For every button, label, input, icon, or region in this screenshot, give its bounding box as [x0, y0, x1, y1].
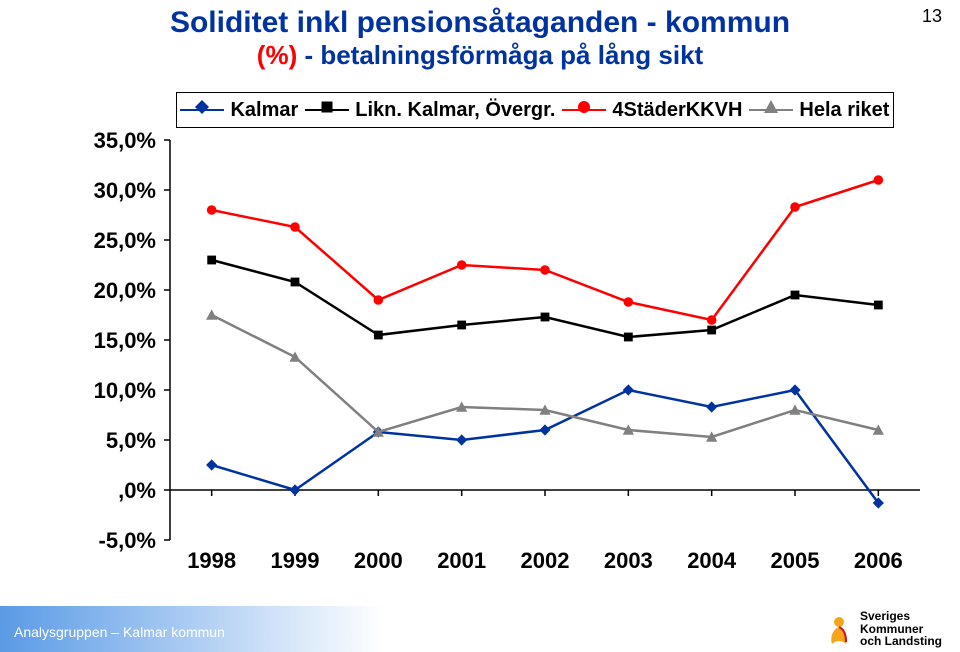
- legend-marker: [574, 97, 594, 123]
- svg-text:2003: 2003: [604, 548, 653, 573]
- legend-label: 4StäderKKVH: [612, 99, 742, 122]
- page-root: 13 Soliditet inkl pensionsåtaganden - ko…: [0, 0, 960, 652]
- svg-text:2002: 2002: [521, 548, 570, 573]
- legend-item: 4StäderKKVH: [562, 99, 742, 122]
- chart-title: Soliditet inkl pensionsåtaganden - kommu…: [0, 6, 960, 71]
- svg-text:2005: 2005: [771, 548, 820, 573]
- svg-text:10,0%: 10,0%: [94, 378, 156, 403]
- title-line2: (%) - betalningsförmåga på lång sikt: [0, 40, 960, 71]
- legend-line: [749, 109, 793, 112]
- legend-line: [305, 109, 349, 112]
- legend-label: Likn. Kalmar, Övergr.: [355, 99, 555, 122]
- footer: Analysgruppen – Kalmar kommun Sveriges K…: [0, 606, 960, 652]
- logo-line3: och Landsting: [860, 635, 942, 648]
- svg-text:25,0%: 25,0%: [94, 228, 156, 253]
- svg-text:20,0%: 20,0%: [94, 278, 156, 303]
- logo-icon: [824, 612, 854, 646]
- legend-marker: [317, 97, 337, 123]
- legend-label: Kalmar: [230, 99, 298, 122]
- svg-text:15,0%: 15,0%: [94, 328, 156, 353]
- logo-line1: Sveriges: [860, 610, 942, 623]
- title-line1: Soliditet inkl pensionsåtaganden - kommu…: [0, 6, 960, 40]
- svg-text:2006: 2006: [854, 548, 903, 573]
- logo-text: Sveriges Kommuner och Landsting: [860, 610, 942, 648]
- legend-marker: [192, 97, 212, 123]
- legend-label: Hela riket: [799, 99, 889, 122]
- title-rest: - betalningsförmåga på lång sikt: [297, 40, 703, 70]
- svg-text:1999: 1999: [271, 548, 320, 573]
- footer-text: Analysgruppen – Kalmar kommun: [14, 624, 225, 640]
- svg-text:5,0%: 5,0%: [106, 428, 156, 453]
- svg-text:,0%: ,0%: [118, 478, 156, 503]
- svg-text:2001: 2001: [437, 548, 486, 573]
- svg-text:35,0%: 35,0%: [94, 128, 156, 153]
- footer-logo: Sveriges Kommuner och Landsting: [824, 610, 942, 648]
- svg-text:2004: 2004: [687, 548, 737, 573]
- chart-svg: -5,0%,0%5,0%10,0%15,0%20,0%25,0%30,0%35,…: [40, 140, 930, 580]
- svg-text:30,0%: 30,0%: [94, 178, 156, 203]
- legend: Kalmar Likn. Kalmar, Övergr. 4StäderKKVH He…: [176, 92, 894, 128]
- svg-text:2000: 2000: [354, 548, 403, 573]
- legend-item: Kalmar: [180, 99, 298, 122]
- svg-text:-5,0%: -5,0%: [99, 528, 156, 553]
- title-percent: (%): [257, 40, 297, 70]
- legend-line: [180, 109, 224, 112]
- legend-item: Likn. Kalmar, Övergr.: [305, 99, 555, 122]
- legend-marker: [761, 97, 781, 123]
- chart-area: -5,0%,0%5,0%10,0%15,0%20,0%25,0%30,0%35,…: [40, 140, 930, 580]
- svg-text:1998: 1998: [187, 548, 236, 573]
- legend-line: [562, 109, 606, 112]
- legend-item: Hela riket: [749, 99, 889, 122]
